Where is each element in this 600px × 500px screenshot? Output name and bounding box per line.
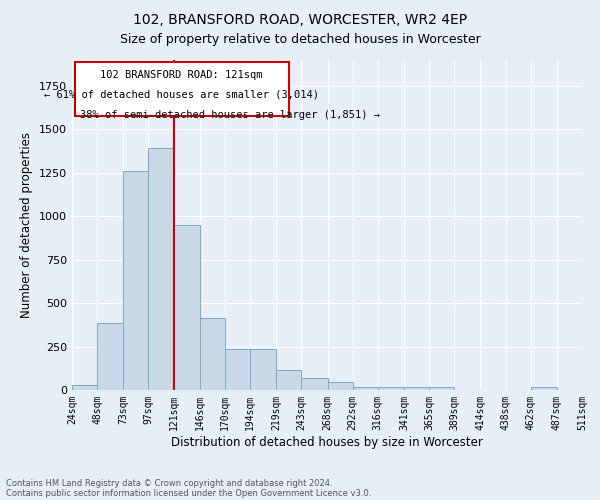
Text: ← 61% of detached houses are smaller (3,014): ← 61% of detached houses are smaller (3,… [44,90,319,100]
Bar [250,349,276,390]
Bar [353,388,378,390]
Bar [72,385,97,390]
Bar [301,378,328,390]
Text: Size of property relative to detached houses in Worcester: Size of property relative to detached ho… [119,32,481,46]
Bar [124,171,148,390]
Bar [328,382,353,390]
Bar [276,370,301,390]
Text: Contains HM Land Registry data © Crown copyright and database right 2024.: Contains HM Land Registry data © Crown c… [6,478,332,488]
Y-axis label: Number of detached properties: Number of detached properties [20,132,34,318]
Bar [148,148,173,390]
Bar [97,323,124,390]
Text: Contains public sector information licensed under the Open Government Licence v3: Contains public sector information licen… [6,488,371,498]
Bar [200,318,225,390]
Bar [225,349,250,390]
Bar [404,388,429,390]
Bar [378,388,404,390]
FancyBboxPatch shape [74,62,289,116]
X-axis label: Distribution of detached houses by size in Worcester: Distribution of detached houses by size … [171,436,483,448]
Bar [530,388,557,390]
Bar [429,388,454,390]
Text: 102, BRANSFORD ROAD, WORCESTER, WR2 4EP: 102, BRANSFORD ROAD, WORCESTER, WR2 4EP [133,12,467,26]
Text: 102 BRANSFORD ROAD: 121sqm: 102 BRANSFORD ROAD: 121sqm [100,70,263,80]
Text: 38% of semi-detached houses are larger (1,851) →: 38% of semi-detached houses are larger (… [80,110,380,120]
Bar [173,225,200,390]
